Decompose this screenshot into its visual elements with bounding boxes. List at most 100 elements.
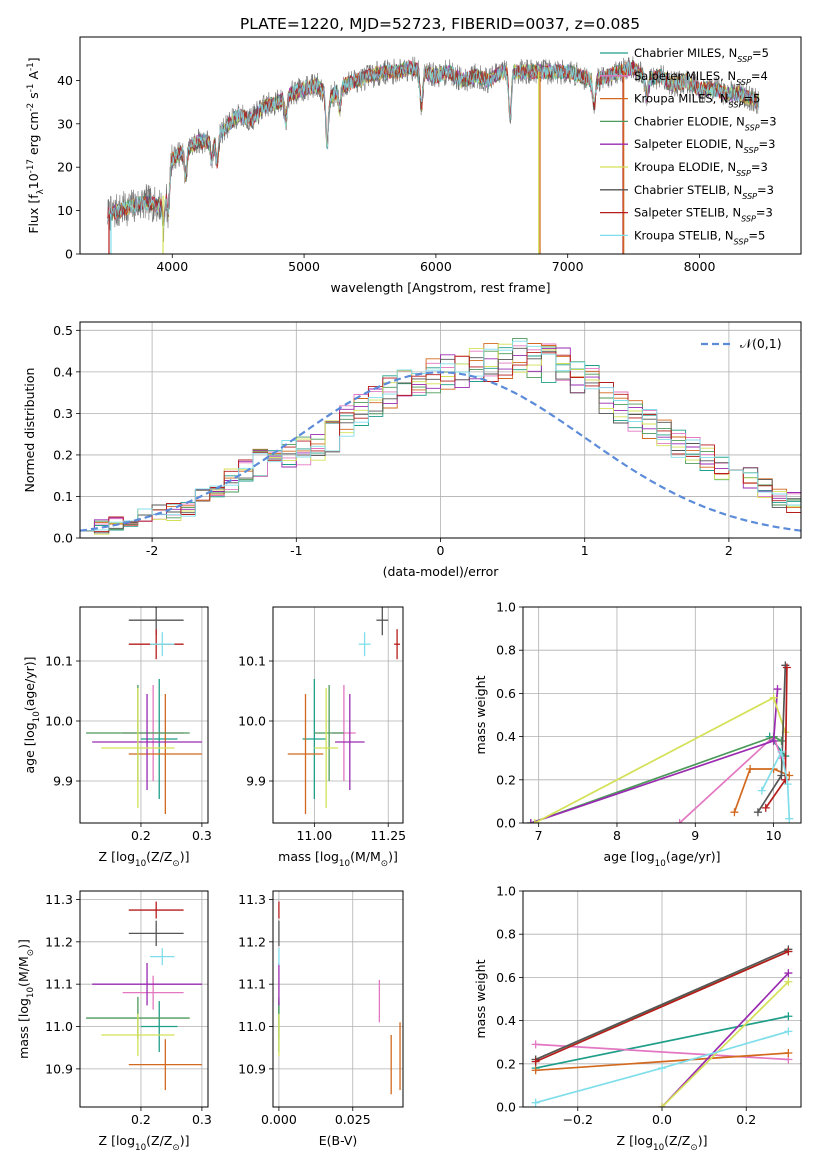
- y-tick-label: 0.8: [496, 643, 516, 658]
- y-tick-label: 0.4: [496, 729, 516, 744]
- weight-marker: [783, 780, 792, 789]
- errorbar-5: [101, 688, 175, 808]
- x-tick-label: 7: [535, 828, 543, 843]
- errorbar-0: [302, 679, 327, 799]
- errorbar-4: [92, 694, 202, 790]
- label-span: Flux [f: [26, 194, 41, 234]
- y-axis-label: Normed distribution: [22, 368, 37, 493]
- errorbar-6: [376, 607, 389, 636]
- y-tick-label: 10.0: [238, 714, 266, 729]
- label-span: ⊙: [690, 1143, 697, 1153]
- errorbar-5: [314, 688, 338, 808]
- label-span: )]: [698, 1133, 708, 1148]
- label-span: )]: [22, 656, 37, 666]
- label-span: Chabrier ELODIE, N: [634, 114, 745, 128]
- weight-marker: [530, 819, 539, 823]
- y-tick-label: 30: [57, 116, 73, 131]
- label-span: 𝒩(0,1): [740, 336, 782, 351]
- plot-area: [86, 607, 202, 814]
- y-tick-label: 20: [57, 160, 73, 175]
- label-span: )]: [180, 1133, 190, 1148]
- label-span: SSP: [729, 100, 744, 109]
- plot-area: [287, 607, 401, 814]
- weight-marker: [730, 808, 739, 817]
- y-tick-label: 10.0: [45, 714, 73, 729]
- label-span: (: [666, 849, 671, 864]
- label-span: ⊙: [26, 949, 36, 956]
- label-span: age [log: [603, 849, 654, 864]
- weight-marker: [777, 771, 786, 780]
- errorbar-6: [128, 920, 184, 947]
- label-span: 10: [26, 987, 36, 998]
- legend-label: Kroupa STELIB, NSSP=5: [634, 228, 765, 246]
- y-tick-label: 0.2: [53, 447, 73, 462]
- plot-area: [107, 56, 760, 254]
- label-span: Chabrier MILES, N: [634, 46, 737, 60]
- y-axis-label: mass weight: [473, 959, 488, 1038]
- label-span: (data-model)/error: [383, 564, 500, 579]
- x-tick-label: 10: [766, 828, 782, 843]
- y-tick-label: 0.2: [496, 772, 516, 787]
- y-tick-label: 10.9: [45, 1061, 73, 1076]
- weight-marker: [785, 814, 794, 823]
- weight-marker: [784, 947, 793, 956]
- legend-label: Chabrier STELIB, NSSP=3: [634, 183, 774, 201]
- label-span: Normed distribution: [22, 368, 37, 493]
- axes-frame: [272, 606, 404, 824]
- x-axis-label: age [log10(age/yr)]: [603, 849, 720, 869]
- x-axis-label: E(B-V): [319, 1133, 358, 1148]
- weight-marker: [658, 1064, 666, 1073]
- axes-frame: [272, 890, 404, 1108]
- x-tick-label: 8: [613, 828, 621, 843]
- weight-line-5: [661, 981, 789, 1107]
- x-axis-label: Z [log10(Z/Z⊙)]: [99, 1133, 190, 1153]
- label-span: SSP: [736, 77, 751, 86]
- label-span: SSP: [741, 214, 756, 223]
- x-tick-label: -1: [290, 543, 302, 558]
- weight-marker: [531, 1098, 540, 1107]
- errorbar-8: [150, 632, 175, 657]
- label-span: 10: [135, 1143, 146, 1153]
- axes-frame: [79, 606, 209, 824]
- label-span: (Z/Z: [664, 1133, 690, 1148]
- label-span: 10: [655, 859, 666, 869]
- plot-area: [531, 945, 793, 1107]
- weight-marker: [658, 1103, 666, 1107]
- x-axis-label: Z [log10(Z/Z⊙)]: [617, 1133, 708, 1153]
- weight-line-8: [761, 749, 791, 819]
- y-tick-label: 9.9: [53, 774, 73, 789]
- histogram-7: [80, 352, 801, 538]
- errorbar-2: [128, 694, 202, 814]
- y-tick-label: 0.3: [53, 406, 73, 421]
- label-span: s: [26, 92, 41, 103]
- label-span: -17: [26, 159, 36, 173]
- label-span: wavelength [Angstrom, rest frame]: [330, 280, 550, 295]
- x-axis-label: mass [log10(M/M⊙)]: [278, 849, 398, 869]
- label-span: Kroupa ELODIE, N: [634, 160, 736, 174]
- label-span: -1: [26, 84, 36, 93]
- histogram-3: [80, 338, 801, 538]
- weight-line-4: [530, 689, 779, 823]
- x-tick-label: 11.25: [370, 828, 406, 843]
- x-tick-label: 0.2: [131, 828, 151, 843]
- y-tick-label: 0.4: [53, 364, 73, 379]
- x-tick-label: 0.2: [131, 1112, 151, 1127]
- label-span: (Z/Z: [146, 849, 172, 864]
- x-tick-label: 0.0: [652, 1112, 672, 1127]
- x-axis-label: (data-model)/error: [383, 564, 500, 579]
- label-span: -1: [26, 62, 36, 71]
- label-span: =3: [760, 114, 777, 128]
- weight-line-1: [535, 1043, 789, 1061]
- weight-marker: [769, 693, 778, 702]
- errorbar-4: [92, 963, 202, 1006]
- errorbar-8: [358, 632, 371, 657]
- weight-marker: [784, 969, 793, 978]
- label-span: Salpeter ELODIE, N: [634, 137, 744, 151]
- label-span: =3: [751, 160, 768, 174]
- residuals-legend: 𝒩(0,1): [701, 336, 782, 351]
- weight-marker: [784, 1012, 793, 1021]
- weight-marker: [784, 1049, 793, 1057]
- normal-curve: [80, 371, 801, 532]
- x-tick-label: 0.025: [335, 1112, 371, 1127]
